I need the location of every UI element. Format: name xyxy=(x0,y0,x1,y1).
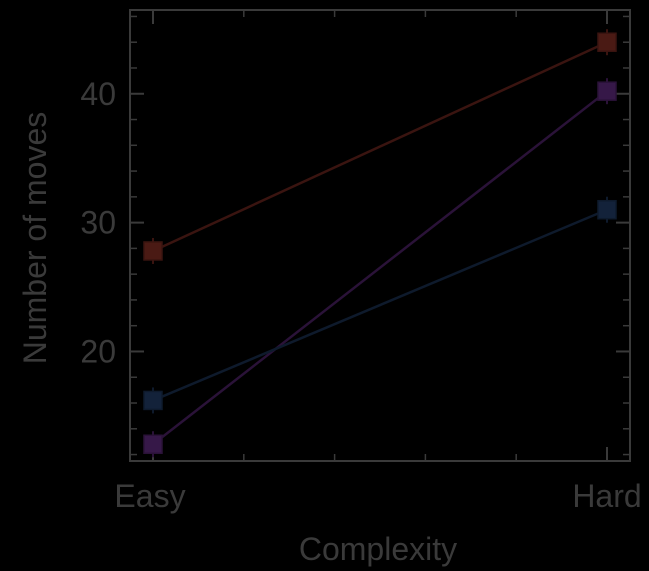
series-3-line xyxy=(152,208,608,402)
axis-ticks xyxy=(130,10,630,461)
series-2-marker xyxy=(597,81,617,101)
y-axis-title: Number of moves xyxy=(17,112,53,365)
tick-labels: 20 30 40 Easy Hard xyxy=(80,76,641,514)
series-1-marker xyxy=(143,241,163,261)
plot-frame xyxy=(129,9,631,462)
series-1-line xyxy=(152,41,608,253)
x-tick-label: Hard xyxy=(572,478,641,514)
series-1-marker xyxy=(597,32,617,52)
series-layer xyxy=(143,29,617,458)
series-3-marker xyxy=(597,199,617,220)
x-axis-title: Complexity xyxy=(299,531,457,567)
y-tick-label: 40 xyxy=(80,76,116,112)
series-3-marker xyxy=(143,390,163,411)
y-tick-label: 20 xyxy=(80,333,116,369)
series-2-line xyxy=(152,90,608,446)
series-2-marker xyxy=(143,434,163,454)
y-tick-label: 30 xyxy=(80,205,116,241)
x-tick-label: Easy xyxy=(114,478,185,514)
